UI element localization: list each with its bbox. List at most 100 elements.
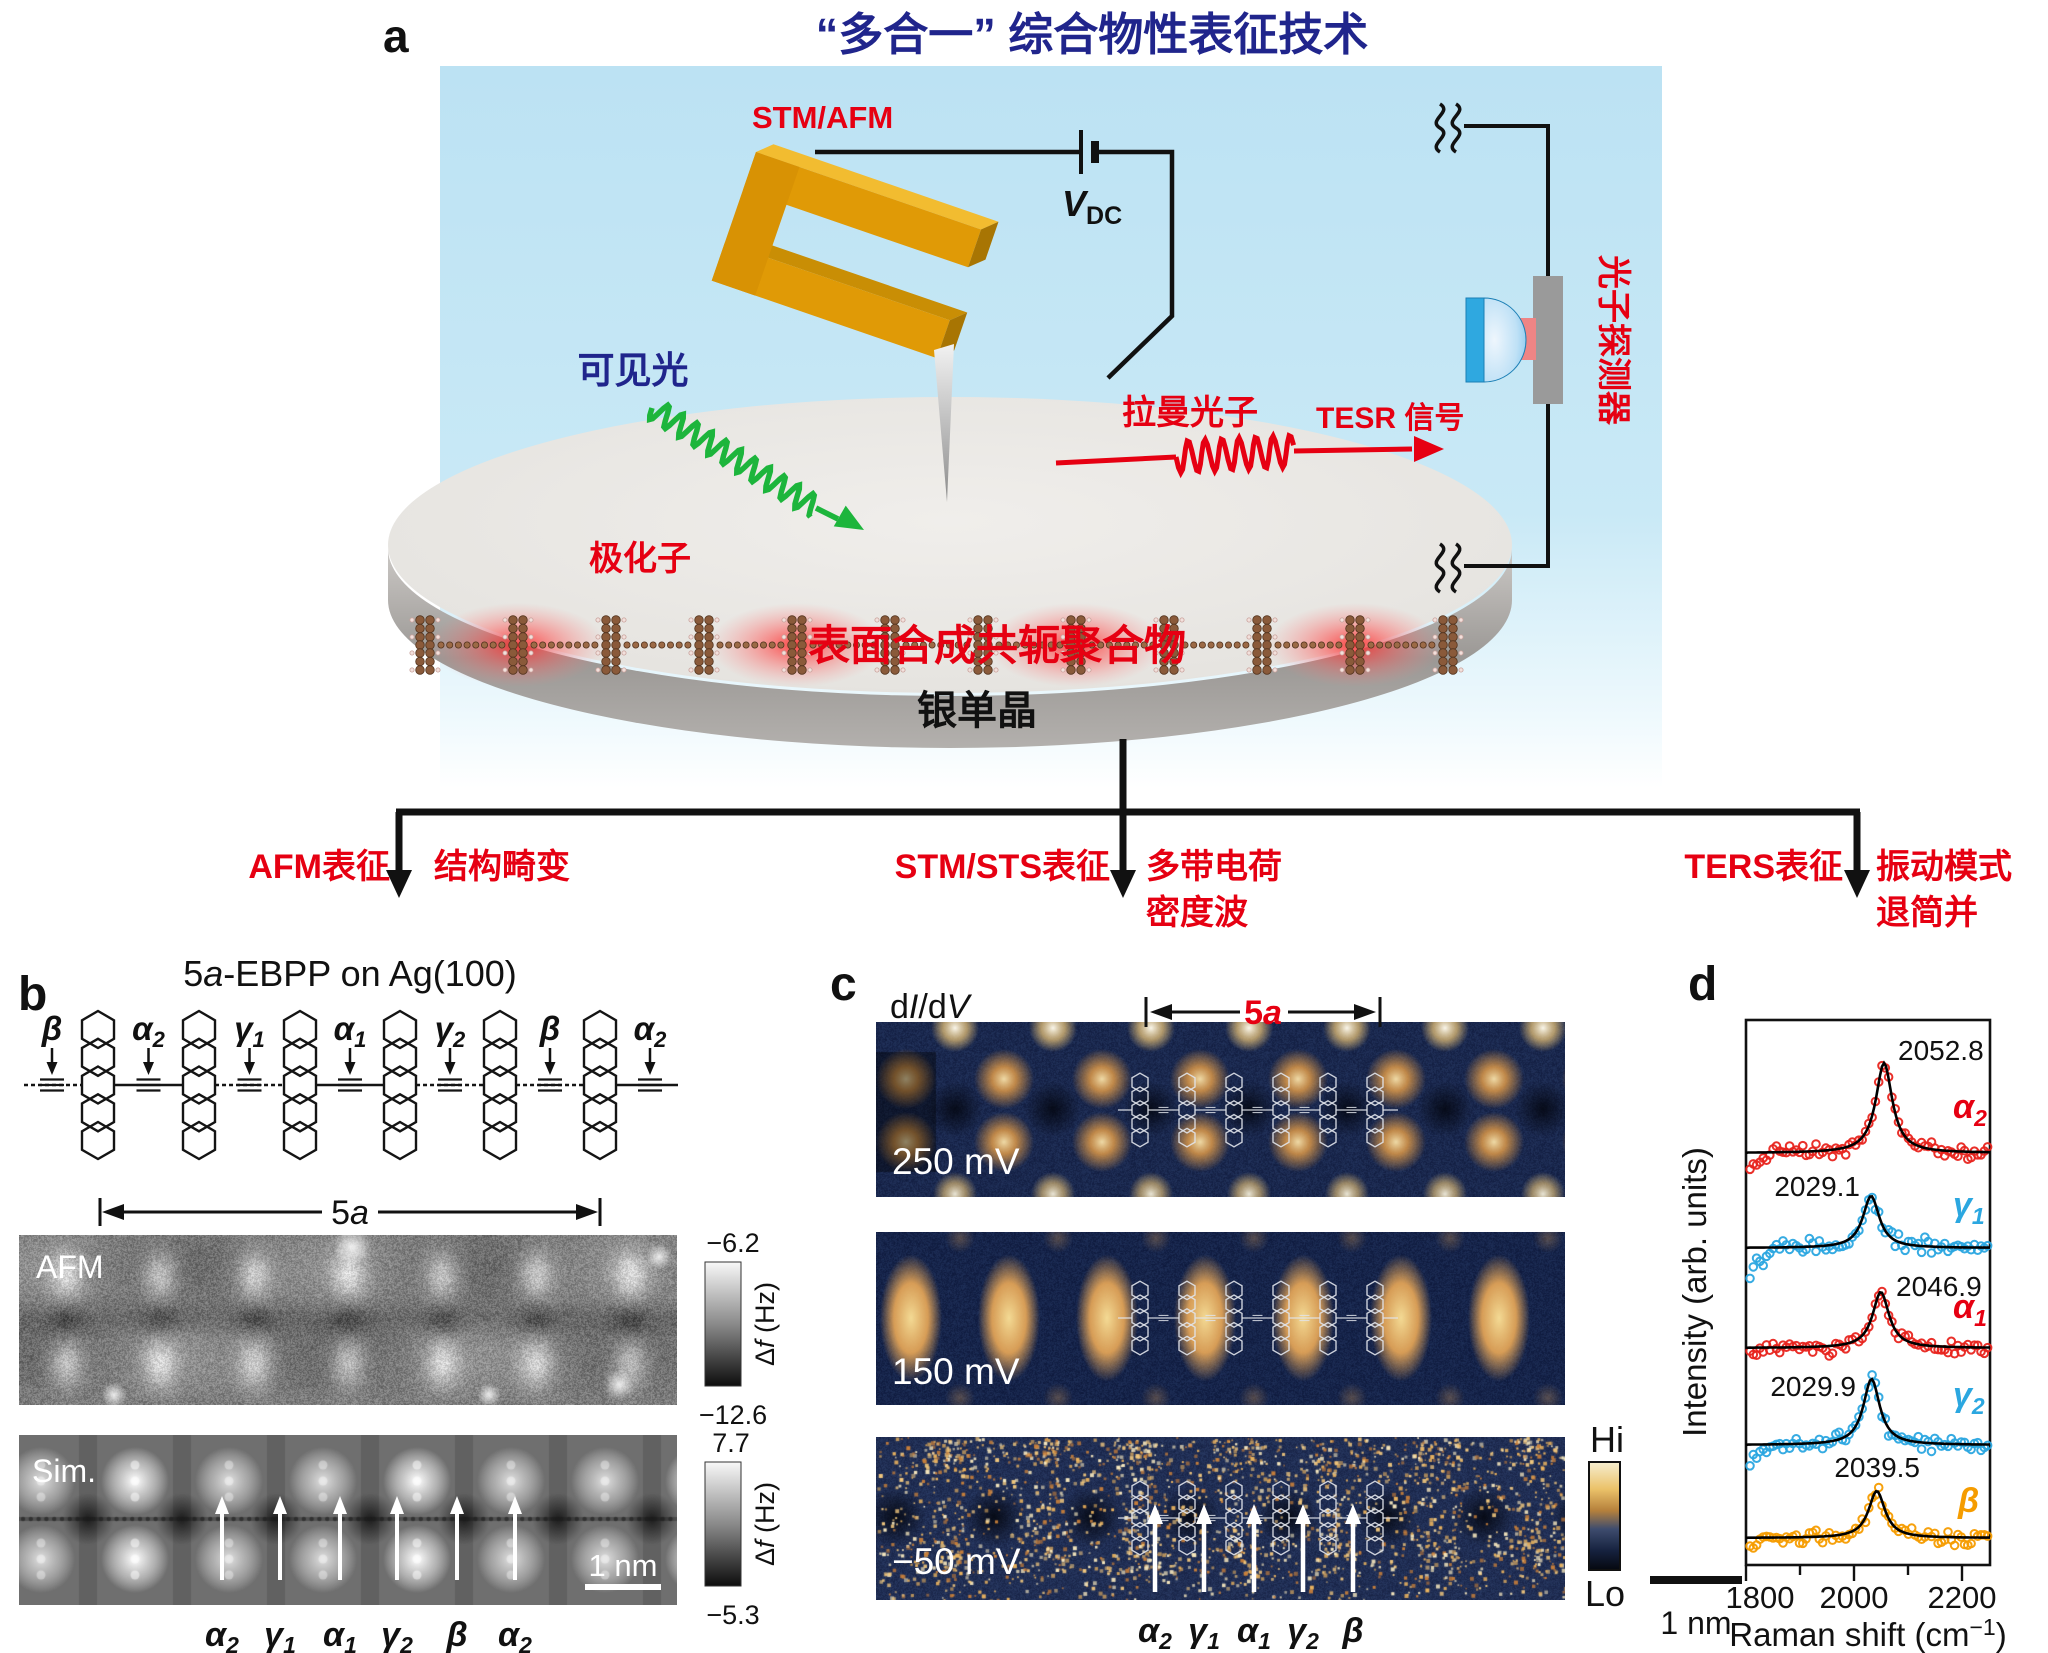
- spectrum-gamma1: [1745, 1192, 1993, 1284]
- overlay-hexagon: [1225, 1535, 1243, 1556]
- overlay-hexagon: [1178, 1535, 1196, 1556]
- pentacene-column: [282, 1120, 318, 1161]
- mode-arrowhead: [1147, 1504, 1163, 1524]
- branch-afm-result: 结构畸变: [434, 848, 570, 886]
- data-point: [1758, 1260, 1768, 1271]
- data-point: [1811, 1139, 1821, 1149]
- mode-label: β: [1341, 1612, 1363, 1650]
- overlay-hexagon: [1272, 1494, 1290, 1515]
- pentacene-column: [382, 1065, 418, 1105]
- mode-arrowhead: [1295, 1504, 1311, 1524]
- overlay-hexagon: [1225, 1494, 1243, 1515]
- overlay-hexagon: [1366, 1294, 1384, 1315]
- mode-arrowhead: [450, 1496, 464, 1514]
- panel-b-title: 5a-EBPP on Ag(100): [183, 953, 517, 994]
- overlay-hexagon: [1131, 1335, 1149, 1356]
- overlay-hexagon: [1178, 1480, 1196, 1501]
- cbar2-top-value: 7.7: [712, 1428, 750, 1458]
- mode-arrowhead: [333, 1496, 347, 1514]
- pentacene-column: [582, 1009, 618, 1050]
- pentacene-column: [181, 1092, 217, 1133]
- overlay-hexagon: [1225, 1507, 1243, 1529]
- overlay-hexagon: [1225, 1294, 1243, 1315]
- mode-label: α2: [1138, 1612, 1172, 1653]
- overlay-hexagon: [1178, 1294, 1196, 1315]
- overlay-hexagon: [1272, 1099, 1290, 1121]
- pentacene-column: [482, 1120, 518, 1161]
- stm-tip: [934, 344, 954, 502]
- data-point: [1794, 1538, 1805, 1548]
- hi-lo-colorbar: [1588, 1461, 1621, 1571]
- overlay-hexagon: [1225, 1321, 1243, 1342]
- pentacene-column: [482, 1092, 518, 1133]
- pentacene-column: [382, 1092, 418, 1133]
- data-point: [1745, 1461, 1755, 1471]
- polaron-glow: [430, 603, 606, 687]
- overlay-hexagon: [1178, 1321, 1196, 1342]
- span-arrowhead: [102, 1204, 124, 1220]
- data-point: [1916, 1444, 1927, 1454]
- mode-label: γ1: [1188, 1612, 1220, 1653]
- pentacene-column: [181, 1065, 217, 1105]
- overlay-hexagon: [1319, 1507, 1337, 1529]
- pentacene-column: [181, 1037, 217, 1078]
- lorentzian-fit: [1745, 1060, 1990, 1155]
- panel-c-art: α2 γ1 α1 γ2 β: [1118, 997, 1742, 1653]
- panel-b-scalebar-label: 1 nm: [589, 1548, 658, 1583]
- overlay-hexagon: [1366, 1535, 1384, 1556]
- overlay-hexagon: [1272, 1280, 1290, 1301]
- overlay-hexagon: [1319, 1099, 1337, 1121]
- data-point: [1982, 1240, 1993, 1251]
- visible-light-label: 可见光: [578, 350, 689, 391]
- molecule-overlay: [1118, 1072, 1398, 1148]
- polymer-chain: [409, 615, 1464, 675]
- data-point: [1913, 1238, 1924, 1249]
- bond-pointer-head: [143, 1062, 154, 1075]
- overlay-hexagon: [1319, 1072, 1337, 1093]
- branch-arrows: [386, 739, 1870, 898]
- y-axis-label: Intensity (arb. units): [1676, 1147, 1713, 1437]
- overlay-hexagon: [1225, 1280, 1243, 1301]
- raman-photon-arrowhead: [1414, 436, 1444, 462]
- battery-long-plate: [1079, 130, 1083, 174]
- bond-label: α2: [132, 1010, 165, 1052]
- overlay-hexagon: [1272, 1127, 1290, 1148]
- overlay-hexagon: [1225, 1099, 1243, 1121]
- branch-ters-result2: 退简并: [1876, 894, 1978, 932]
- visible-light-wave-arrow: [814, 505, 840, 522]
- bias-neg50mV: −50 mV: [892, 1541, 1021, 1582]
- pentacene-column: [282, 1037, 318, 1078]
- overlay-hexagon: [1272, 1507, 1290, 1529]
- bond-label: γ1: [234, 1010, 265, 1052]
- photon-detector-label: 光子探测器: [1594, 255, 1632, 426]
- overlay-hexagon: [1272, 1086, 1290, 1107]
- pentacene-column: [582, 1120, 618, 1161]
- overlay-hexagon: [1272, 1480, 1290, 1501]
- data-point: [1748, 1262, 1759, 1272]
- wire-break-icon: [1434, 542, 1446, 594]
- overlay-hexagon: [1366, 1307, 1384, 1329]
- bias-wire-2: [1099, 149, 1175, 380]
- series-label-a2: α2: [1953, 1088, 1987, 1131]
- chemical-structure: [24, 1009, 678, 1161]
- x-tick-2200: 2200: [1928, 1580, 1997, 1615]
- overlay-hexagon: [1131, 1072, 1149, 1093]
- data-point: [1840, 1150, 1851, 1160]
- peak-value-g1: 2029.1: [1774, 1171, 1860, 1202]
- lorentzian-fit: [1745, 1290, 1990, 1350]
- peak-value-a2: 2052.8: [1898, 1035, 1984, 1066]
- overlay-hexagon: [1178, 1099, 1196, 1121]
- pentacene-column: [482, 1009, 518, 1050]
- overlay-hexagon: [1366, 1072, 1384, 1093]
- panel-b-label: b: [18, 968, 47, 1021]
- pentacene-column: [282, 1092, 318, 1133]
- mode-label: α2: [498, 1616, 532, 1653]
- cbar1-bottom-value: −12.6: [699, 1400, 767, 1430]
- data-point: [1982, 1531, 1993, 1541]
- plot-box: [1744, 1018, 1992, 1567]
- polaron-glow: [1267, 603, 1443, 687]
- overlay-hexagon: [1225, 1127, 1243, 1148]
- overlay-hexagon: [1366, 1113, 1384, 1134]
- pentacene-column: [80, 1065, 116, 1105]
- data-point: [1827, 1151, 1838, 1162]
